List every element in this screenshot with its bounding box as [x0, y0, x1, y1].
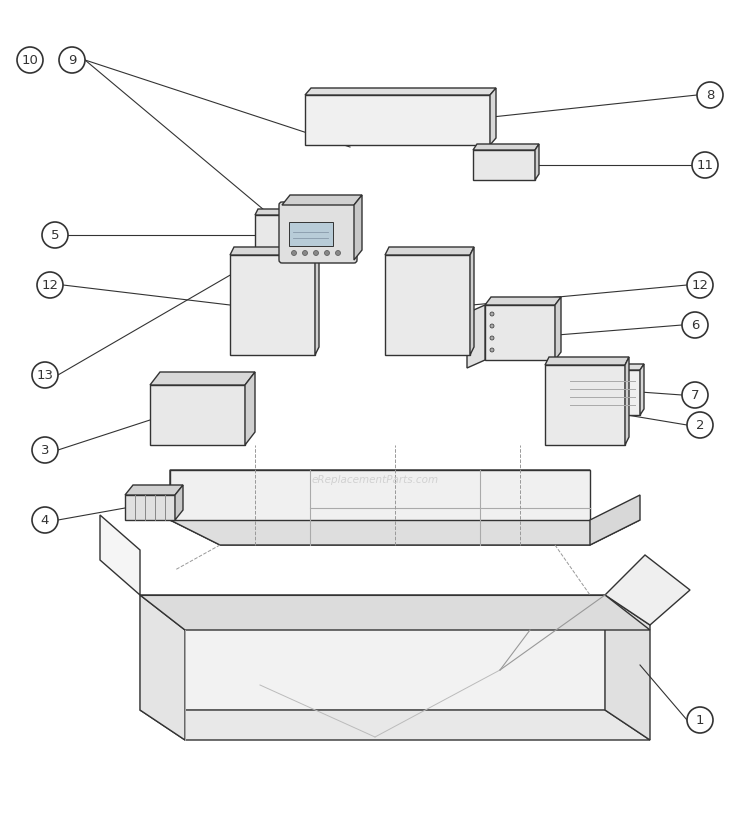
Circle shape: [314, 250, 319, 255]
Circle shape: [32, 507, 58, 533]
Circle shape: [59, 47, 85, 73]
Polygon shape: [470, 247, 474, 355]
Circle shape: [37, 272, 63, 298]
Polygon shape: [150, 385, 245, 445]
Polygon shape: [485, 297, 561, 305]
Polygon shape: [590, 495, 640, 545]
Polygon shape: [170, 470, 590, 545]
Polygon shape: [100, 515, 140, 595]
Polygon shape: [255, 209, 286, 215]
FancyBboxPatch shape: [279, 202, 357, 263]
Text: 8: 8: [706, 89, 714, 102]
Polygon shape: [473, 150, 535, 180]
Polygon shape: [490, 88, 496, 145]
Polygon shape: [545, 365, 625, 445]
Polygon shape: [245, 372, 255, 445]
Polygon shape: [535, 144, 539, 180]
Circle shape: [687, 707, 713, 733]
Circle shape: [682, 312, 708, 338]
Text: 10: 10: [22, 54, 38, 67]
Polygon shape: [467, 305, 485, 368]
Text: 6: 6: [691, 319, 699, 332]
Text: 1: 1: [696, 713, 704, 726]
Text: 13: 13: [37, 368, 53, 381]
Text: 3: 3: [40, 443, 50, 456]
Circle shape: [490, 336, 494, 340]
FancyBboxPatch shape: [289, 222, 333, 246]
Polygon shape: [230, 255, 315, 355]
Text: 5: 5: [51, 228, 59, 241]
Text: 7: 7: [691, 389, 699, 402]
Polygon shape: [305, 88, 496, 95]
Polygon shape: [305, 95, 490, 145]
Polygon shape: [140, 595, 650, 630]
Polygon shape: [255, 215, 283, 250]
Polygon shape: [625, 357, 629, 445]
Polygon shape: [125, 485, 183, 495]
Polygon shape: [485, 305, 555, 360]
Polygon shape: [150, 372, 255, 385]
Polygon shape: [555, 297, 561, 360]
Circle shape: [325, 250, 329, 255]
Circle shape: [687, 412, 713, 438]
Circle shape: [697, 82, 723, 108]
Polygon shape: [230, 247, 319, 255]
Polygon shape: [354, 195, 362, 260]
Circle shape: [682, 382, 708, 408]
Polygon shape: [385, 255, 470, 355]
Circle shape: [335, 250, 340, 255]
Circle shape: [32, 362, 58, 388]
Text: 11: 11: [697, 158, 713, 171]
Polygon shape: [315, 247, 319, 355]
Polygon shape: [545, 357, 629, 365]
Polygon shape: [282, 195, 362, 205]
Text: 2: 2: [696, 418, 704, 431]
Polygon shape: [140, 710, 650, 740]
Text: eReplacementParts.com: eReplacementParts.com: [311, 475, 439, 485]
Circle shape: [490, 312, 494, 316]
Circle shape: [687, 272, 713, 298]
Circle shape: [302, 250, 307, 255]
Polygon shape: [565, 370, 640, 415]
Circle shape: [490, 324, 494, 328]
Text: 4: 4: [40, 513, 50, 526]
Polygon shape: [473, 144, 539, 150]
Circle shape: [17, 47, 43, 73]
Circle shape: [292, 250, 296, 255]
Polygon shape: [605, 555, 690, 625]
Polygon shape: [565, 364, 644, 370]
Circle shape: [692, 152, 718, 178]
Circle shape: [42, 222, 68, 248]
Polygon shape: [175, 485, 183, 520]
Polygon shape: [140, 595, 185, 740]
Polygon shape: [385, 247, 474, 255]
Polygon shape: [170, 470, 590, 520]
Polygon shape: [125, 495, 175, 520]
Polygon shape: [170, 520, 640, 545]
Polygon shape: [605, 595, 650, 740]
Circle shape: [490, 348, 494, 352]
Polygon shape: [640, 364, 644, 415]
Text: 9: 9: [68, 54, 76, 67]
Polygon shape: [140, 595, 605, 710]
Text: 12: 12: [692, 279, 709, 292]
Circle shape: [32, 437, 58, 463]
Text: 12: 12: [41, 279, 58, 292]
